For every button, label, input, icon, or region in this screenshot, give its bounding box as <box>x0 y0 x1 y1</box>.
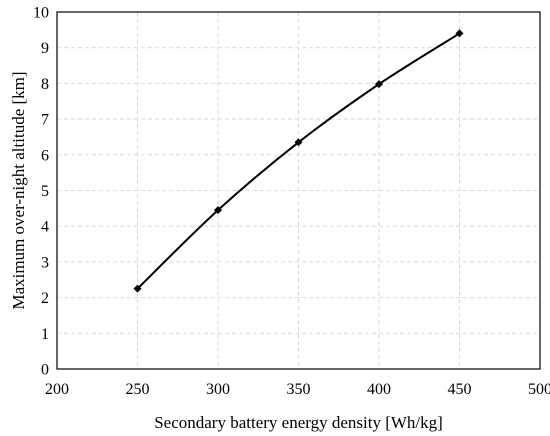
y-tick-label: 8 <box>41 76 49 93</box>
y-tick-label: 6 <box>41 147 49 164</box>
x-tick-label: 350 <box>287 381 311 398</box>
data-point-marker <box>214 206 222 215</box>
data-point-marker <box>375 80 383 89</box>
x-tick-label: 200 <box>45 381 69 398</box>
x-tick-label: 450 <box>448 381 472 398</box>
x-tick-label: 400 <box>367 381 391 398</box>
y-tick-label: 2 <box>41 290 49 307</box>
y-tick-label: 4 <box>41 219 49 236</box>
y-tick-label: 7 <box>41 112 49 129</box>
data-point-marker <box>455 29 464 38</box>
x-axis-title: Secondary battery energy density [Wh/kg] <box>154 413 443 432</box>
y-tick-label: 3 <box>41 254 49 271</box>
data-point-marker <box>133 284 142 293</box>
plot-area-frame <box>56 11 541 370</box>
x-tick-label: 500 <box>528 381 550 398</box>
gridlines <box>57 12 540 369</box>
y-tick-label: 9 <box>41 40 49 57</box>
y-tick-label: 1 <box>41 326 49 343</box>
y-axis-title: Maximum over-night altitude [km] <box>9 71 28 309</box>
y-tick-label: 0 <box>41 362 49 379</box>
y-tick-label: 5 <box>41 183 49 200</box>
x-tick-label: 300 <box>206 381 230 398</box>
y-tick-label: 10 <box>33 5 49 22</box>
data-point-marker <box>294 138 303 147</box>
x-tick-label: 250 <box>126 381 150 398</box>
series-layer <box>133 29 464 293</box>
tick-labels: 0 1 2 3 4 5 6 7 8 9 10 200 250 300 350 400 450 500 <box>33 5 550 399</box>
